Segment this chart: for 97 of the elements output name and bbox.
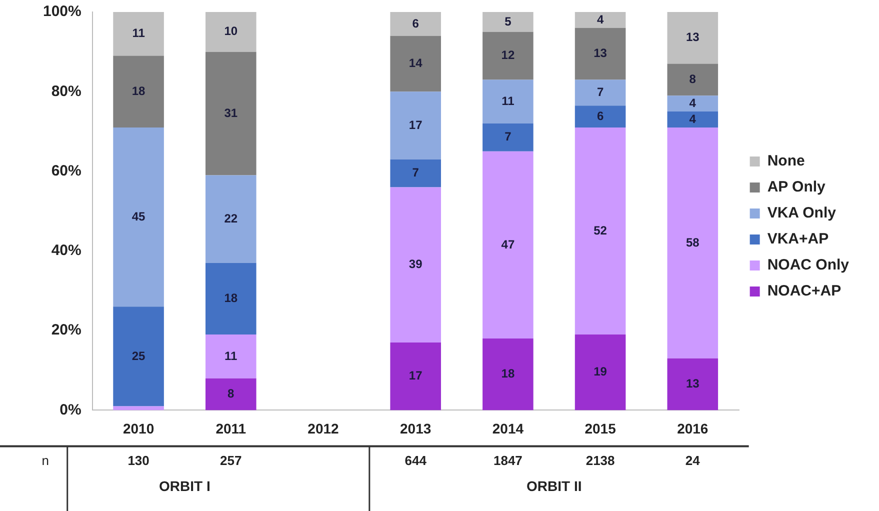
bar [482,12,534,32]
bar [574,334,626,410]
x-tick-label: 2015 [584,420,616,436]
data-label: 18 [132,84,146,98]
bar [667,358,718,410]
bar [390,342,441,410]
bar [205,334,256,378]
bar [667,64,718,96]
data-label: 7 [596,84,604,99]
bar [390,187,441,343]
data-label: 19 [594,364,608,379]
legend-label: None [767,152,805,170]
bar [482,338,534,410]
bar [574,12,626,28]
text: 24 [685,452,701,468]
data-label: 11 [224,348,238,363]
data-label: 52 [594,223,608,238]
legend-label: NOAC Only [767,256,850,274]
bar [574,106,626,128]
text: ORBIT I [159,478,210,494]
y-tick-label: 0% [60,401,82,418]
data-label: 4 [596,12,604,26]
data-label: 7 [504,130,512,144]
data-label: 4 [689,112,696,126]
bar [390,12,441,36]
data-label: 6 [596,108,604,123]
bar [113,56,164,128]
data-label: 6 [412,16,420,30]
y-tick-label: 60% [51,162,82,180]
data-label: 13 [594,46,608,60]
bar [574,28,626,80]
data-label: 17 [408,368,423,383]
data-label: 22 [224,211,238,226]
bar [482,123,534,152]
bar [205,175,256,263]
data-label: 8 [689,72,696,86]
data-label: 12 [501,48,515,62]
y-tick-label: 80% [51,82,82,100]
data-label: 7 [412,166,420,180]
bar [482,151,534,339]
data-label: 4 [689,96,696,110]
data-label: 5 [504,14,512,28]
bar [482,32,534,80]
data-label: 18 [501,366,515,381]
y-tick-label: 100% [42,3,82,20]
legend-label: NOAC+AP [767,282,842,300]
data-label: 11 [502,94,515,108]
text: 130 [128,452,150,468]
x-tick-label: 2011 [216,420,246,436]
data-label: 47 [501,237,515,252]
text: 644 [404,452,428,468]
bar [113,406,164,410]
y-tick-label: 20% [51,322,82,339]
bar [667,12,718,64]
legend-label: VKA+AP [767,230,829,248]
data-label: 39 [408,257,423,272]
bar [390,36,441,92]
x-tick-label: 2012 [308,420,340,436]
text: n [42,452,49,468]
bar [113,127,164,307]
bar [574,127,626,335]
data-label: 10 [224,24,238,38]
data-label: 14 [408,56,423,70]
text: 1847 [493,452,522,468]
bar [482,80,534,124]
bar [390,92,441,160]
data-label: 17 [408,118,423,132]
legend-label: AP Only [767,178,826,196]
text: 2138 [586,452,615,468]
bar [205,52,256,176]
bar [205,262,256,335]
x-tick-label: 2013 [400,420,432,436]
legend-label: VKA Only [767,204,837,222]
data-label: 13 [686,376,700,391]
data-label: 13 [686,30,700,44]
data-label: 45 [132,209,146,224]
bar [390,159,441,188]
bar [667,112,718,128]
x-tick-label: 2016 [677,420,708,436]
data-label: 58 [686,235,700,250]
data-label: 8 [228,386,235,401]
bar [205,378,256,410]
bar [205,12,256,52]
x-tick-label: 2014 [492,420,524,436]
y-tick-label: 40% [51,242,82,260]
bar [113,306,164,406]
data-label: 31 [224,106,238,120]
text: 257 [220,452,242,468]
bar [667,127,718,358]
bar [667,96,718,112]
data-label: 11 [132,26,146,40]
data-label: 25 [132,348,146,363]
bar [113,12,164,56]
bar [574,80,626,106]
x-tick-label: 2010 [122,420,154,436]
text: ORBIT II [526,478,582,494]
data-label: 18 [224,291,238,306]
